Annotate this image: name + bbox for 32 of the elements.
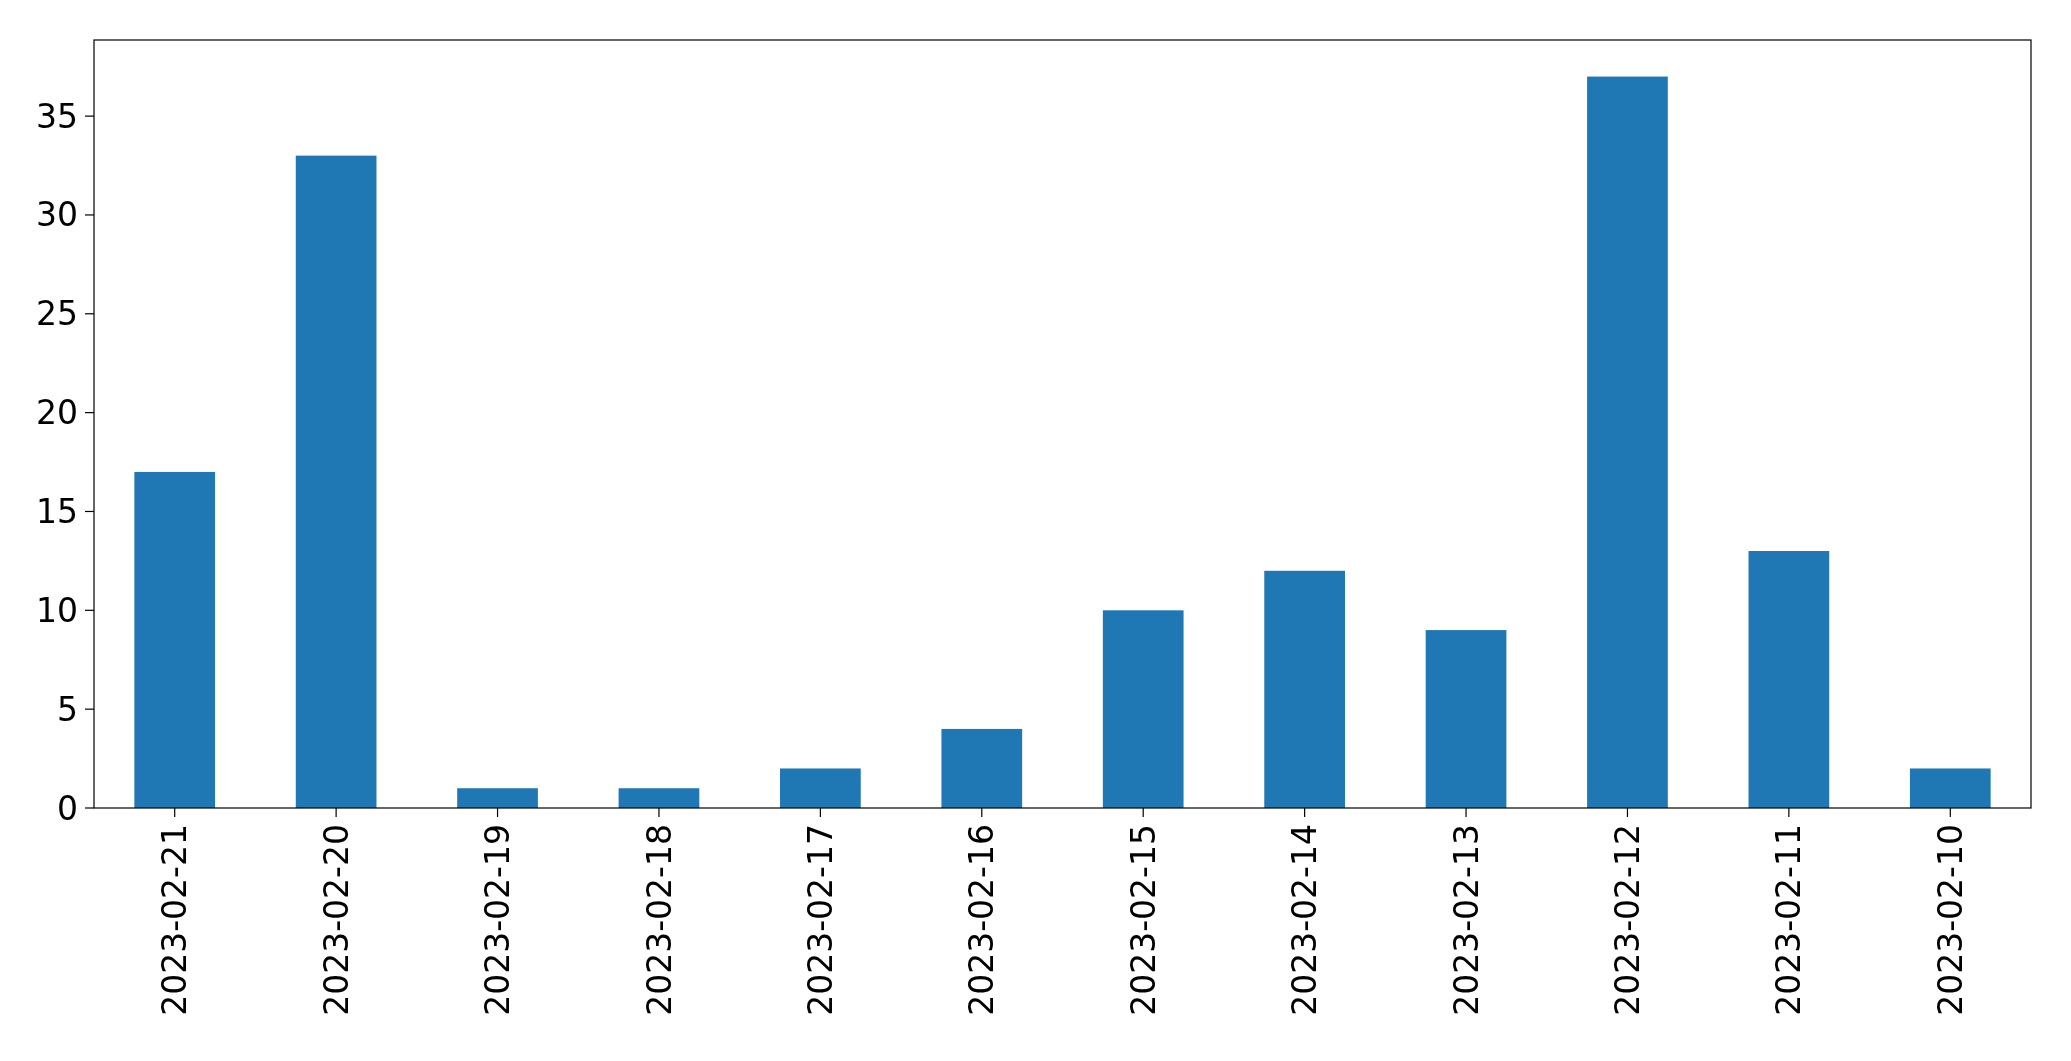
x-tick-label: 2023-02-17 bbox=[800, 824, 840, 1016]
x-tick-label: 2023-02-18 bbox=[639, 824, 679, 1016]
x-tick-label: 2023-02-21 bbox=[155, 824, 195, 1016]
y-tick-label: 15 bbox=[36, 492, 78, 532]
y-tick-label: 10 bbox=[36, 590, 78, 630]
y-tick-label: 20 bbox=[36, 393, 78, 433]
bar bbox=[1909, 768, 1991, 808]
y-tick-label: 25 bbox=[36, 294, 78, 334]
bar bbox=[941, 728, 1023, 808]
y-tick-label: 0 bbox=[57, 788, 78, 828]
x-tick-label: 2023-02-10 bbox=[1930, 824, 1970, 1016]
bar bbox=[295, 155, 377, 808]
bar bbox=[134, 471, 216, 808]
x-tick-label: 2023-02-14 bbox=[1285, 824, 1325, 1016]
bar bbox=[457, 788, 538, 808]
x-tick-label: 2023-02-15 bbox=[1123, 824, 1163, 1016]
x-tick-label: 2023-02-12 bbox=[1608, 824, 1648, 1016]
bar bbox=[1264, 570, 1345, 808]
bar bbox=[1748, 551, 1830, 808]
x-tick-label: 2023-02-19 bbox=[478, 824, 518, 1016]
bar bbox=[1425, 630, 1507, 808]
bar bbox=[618, 788, 700, 808]
x-tick-label: 2023-02-11 bbox=[1769, 824, 1809, 1016]
bar bbox=[1587, 76, 1668, 808]
y-tick-label: 5 bbox=[57, 689, 78, 729]
x-tick-label: 2023-02-20 bbox=[316, 824, 356, 1016]
y-tick-label: 30 bbox=[36, 195, 78, 235]
y-tick-label: 35 bbox=[36, 96, 78, 136]
bar bbox=[1102, 610, 1184, 808]
bar bbox=[780, 768, 861, 808]
x-tick-label: 2023-02-16 bbox=[962, 824, 1002, 1016]
x-tick-label: 2023-02-13 bbox=[1446, 824, 1486, 1016]
